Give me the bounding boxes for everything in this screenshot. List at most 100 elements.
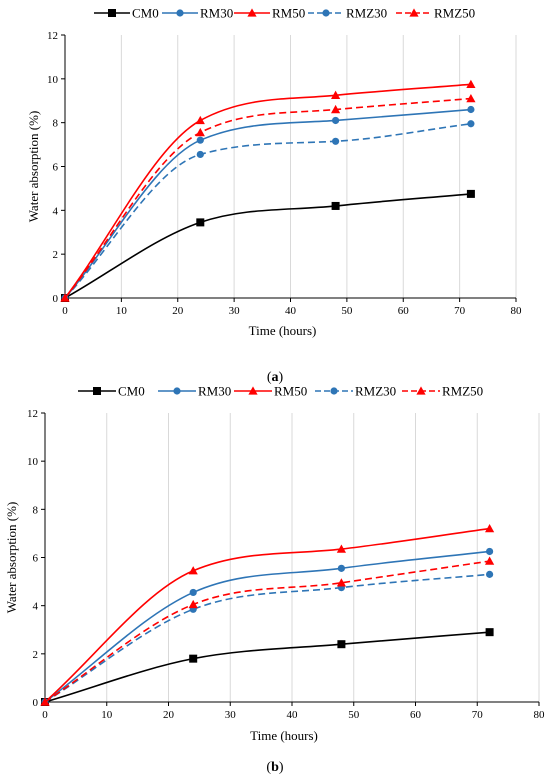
series-line-rm30	[44, 550, 490, 703]
legend-marker-rmz50	[409, 8, 419, 17]
legend-marker-cm0	[93, 387, 101, 395]
y-tick-label: 10	[47, 74, 59, 86]
legend-label-cm0: CM0	[132, 6, 159, 21]
data-point-rmz30	[196, 150, 204, 159]
y-tick-label: 4	[53, 205, 59, 217]
x-tick-label: 80	[534, 709, 546, 721]
legend-marker-rm50	[248, 386, 258, 395]
data-point-rm30	[196, 136, 204, 144]
data-point-rmz50	[331, 104, 341, 114]
data-point-rmz30	[467, 120, 475, 128]
series-line-cm0	[44, 631, 490, 703]
data-point-rmz50	[60, 293, 70, 302]
y-tick-label: 10	[27, 456, 39, 468]
y-tick-label: 6	[33, 553, 39, 565]
series-cm0	[41, 628, 494, 706]
series-line-rmz30	[64, 122, 472, 299]
data-point-rmz50	[485, 556, 495, 565]
y-tick-label: 12	[47, 30, 58, 42]
legend-label-rmz50: RMZ50	[434, 6, 475, 21]
y-tick-label: 0	[33, 697, 39, 709]
data-point-rm50	[331, 90, 341, 99]
x-tick-label: 80	[511, 305, 523, 317]
legend-label-rmz30: RMZ30	[355, 384, 396, 399]
series-line-rmz50	[64, 97, 471, 299]
series-rmz50	[40, 556, 495, 706]
legend-label-rm30: RM30	[198, 384, 231, 399]
x-axis-label: Time (hours)	[250, 728, 318, 743]
data-point-rm30	[189, 588, 197, 597]
y-tick-label: 8	[33, 504, 39, 516]
x-tick-label: 20	[172, 305, 184, 317]
y-tick-label: 4	[33, 601, 39, 613]
y-tick-label: 2	[33, 649, 39, 661]
data-point-rm30	[337, 564, 345, 572]
data-point-rm30	[486, 547, 494, 556]
data-point-rm50	[195, 115, 205, 125]
series-line-rmz50	[44, 560, 490, 703]
x-tick-label: 50	[348, 709, 360, 721]
series-rm30	[61, 105, 475, 302]
y-axis-label: Water absorption (%)	[26, 111, 41, 223]
x-tick-label: 60	[410, 709, 422, 721]
chart-panel-b: 0 2 4 6 8 10 12 0 10 20 30 40 50 60 70 80 Time (hours) Wa…	[4, 384, 545, 776]
y-tick-label: 12	[27, 408, 38, 420]
data-point-rmz30	[486, 570, 494, 578]
data-point-rm30	[332, 116, 340, 125]
y-tick-label: 0	[53, 293, 59, 305]
data-point-rm50	[466, 79, 476, 88]
data-point-rm50	[188, 566, 198, 575]
data-point-rmz50	[195, 127, 205, 137]
panel-label: (b)	[266, 760, 283, 775]
x-tick-label: 0	[62, 305, 68, 317]
legend: CM0 RM30 RM50 RMZ30 RMZ50	[94, 6, 475, 21]
y-tick-label: 8	[53, 118, 59, 130]
x-tick-label: 60	[398, 305, 410, 317]
data-point-rmz50	[188, 599, 198, 609]
series-rm50	[60, 79, 476, 302]
data-point-rm50	[336, 544, 346, 553]
x-tick-label: 40	[285, 305, 297, 317]
data-point-rmz50	[336, 578, 346, 587]
legend-marker-rmz30	[322, 9, 330, 17]
x-tick-label: 30	[225, 709, 237, 721]
legend-label-cm0: CM0	[118, 384, 145, 399]
x-tick-label: 50	[341, 305, 353, 317]
x-tick-label: 10	[101, 709, 113, 721]
legend-marker-cm0	[108, 9, 116, 17]
x-tick-label: 40	[287, 709, 299, 721]
data-point-cm0	[466, 189, 475, 198]
data-point-cm0	[485, 628, 494, 637]
series-line-rm30	[64, 108, 471, 299]
x-tick-label: 30	[229, 305, 241, 317]
legend-label-rmz50: RMZ50	[442, 384, 483, 399]
panel-label: (a)	[267, 370, 284, 385]
x-tick-label: 0	[42, 709, 48, 721]
legend-marker-rm30	[173, 387, 181, 395]
legend-label-rmz30: RMZ30	[346, 6, 387, 21]
x-tick-label: 10	[116, 305, 128, 317]
data-point-rmz50	[40, 697, 50, 706]
y-axis-label: Water absorption (%)	[4, 502, 19, 614]
series-line-cm0	[64, 193, 471, 299]
legend-label-rm30: RM30	[200, 6, 233, 21]
legend-marker-rmz50	[416, 386, 426, 395]
series-cm0	[61, 189, 475, 302]
data-point-rmz30	[332, 137, 340, 145]
chart-panel-a: 0 2 4 6 8 10 12 0 10 20 30 40 50 60 70 80 Time (hours) Wa…	[26, 6, 522, 386]
data-point-cm0	[189, 654, 198, 663]
data-point-cm0	[196, 218, 205, 227]
x-tick-label: 70	[454, 305, 466, 317]
series-rm50	[40, 524, 495, 706]
data-point-cm0	[331, 201, 340, 210]
series-line-rmz30	[44, 573, 490, 703]
legend-label-rm50: RM50	[274, 384, 307, 399]
series-rmz50	[60, 93, 476, 302]
x-tick-label: 20	[163, 709, 175, 721]
series-line-rm50	[44, 527, 490, 703]
legend-marker-rmz30	[330, 387, 338, 395]
y-tick-label: 6	[53, 162, 59, 174]
y-tick-label: 2	[53, 249, 59, 261]
data-point-rmz50	[466, 93, 476, 103]
